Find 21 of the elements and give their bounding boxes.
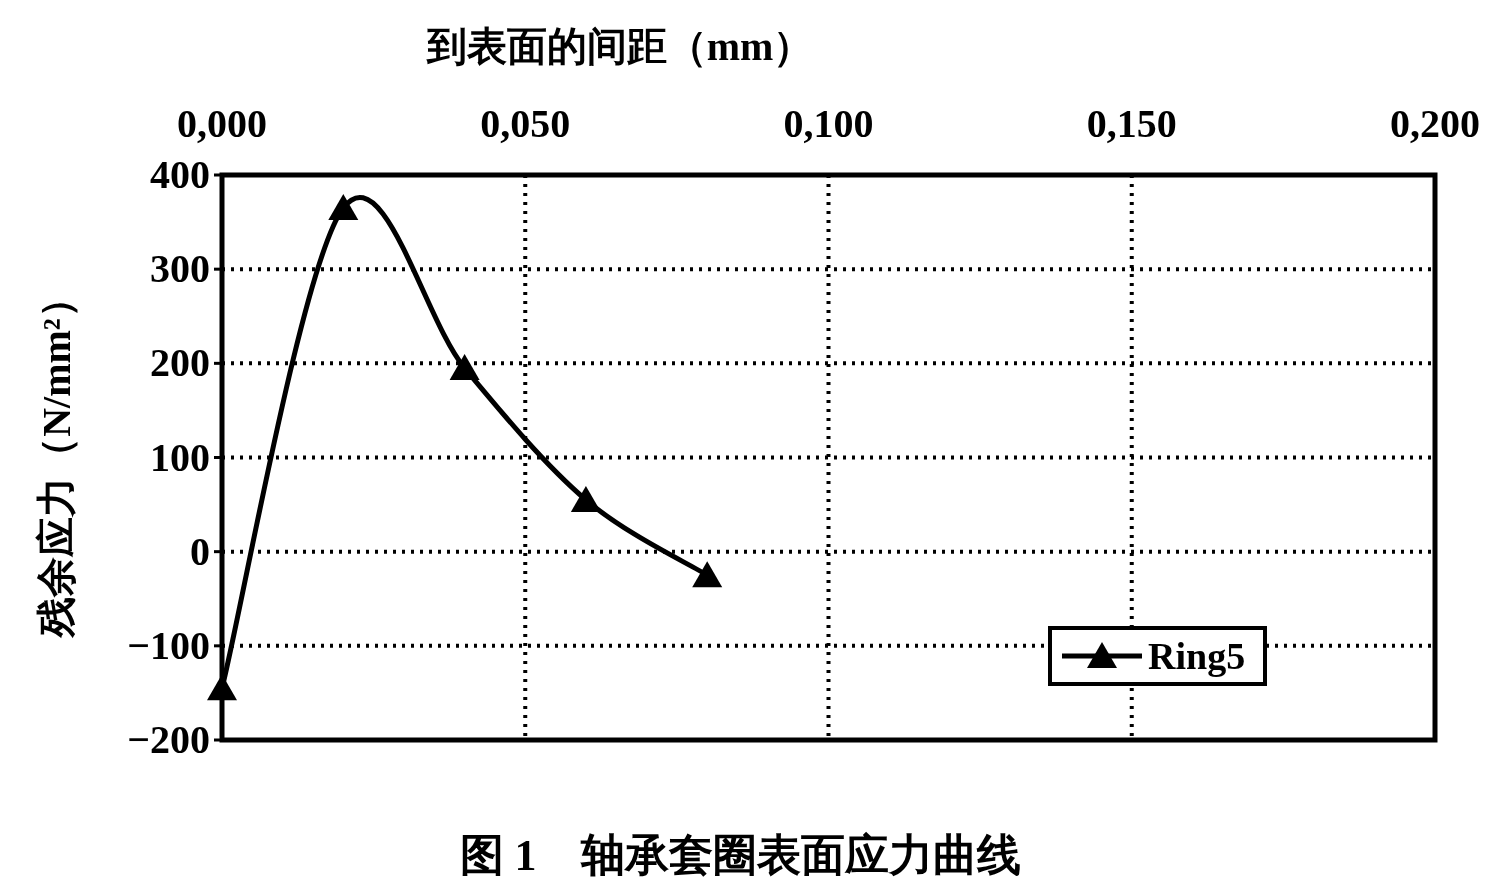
x-tick-label: 0,050 <box>480 101 571 146</box>
y-tick-label: 400 <box>150 152 210 197</box>
y-tick-label: 100 <box>150 434 210 480</box>
x-tick-label: 0,000 <box>177 101 267 146</box>
y-tick-label: 200 <box>150 340 210 386</box>
text: 图 1 轴承套圈表面应力曲线 <box>459 831 1021 880</box>
y-tick-label: 300 <box>150 246 210 292</box>
legend-label: Ring5 <box>1148 635 1246 677</box>
y-tick-label: −200 <box>127 717 210 762</box>
point <box>328 193 359 220</box>
point <box>570 485 601 512</box>
point <box>692 561 723 588</box>
x-tick-label: 0,150 <box>1086 101 1177 146</box>
legend: Ring5 <box>1048 626 1267 686</box>
x-tick-label: 0,100 <box>783 101 874 146</box>
x-axis-title: 到表面的间距（mm） <box>425 24 814 69</box>
y-tick-label: −100 <box>127 622 210 668</box>
x-tick-label: 0,200 <box>1390 101 1480 146</box>
y-tick-label: 0 <box>190 528 210 574</box>
point <box>449 354 480 381</box>
y-axis-title: 残余应力（N/mm²） <box>34 278 79 639</box>
